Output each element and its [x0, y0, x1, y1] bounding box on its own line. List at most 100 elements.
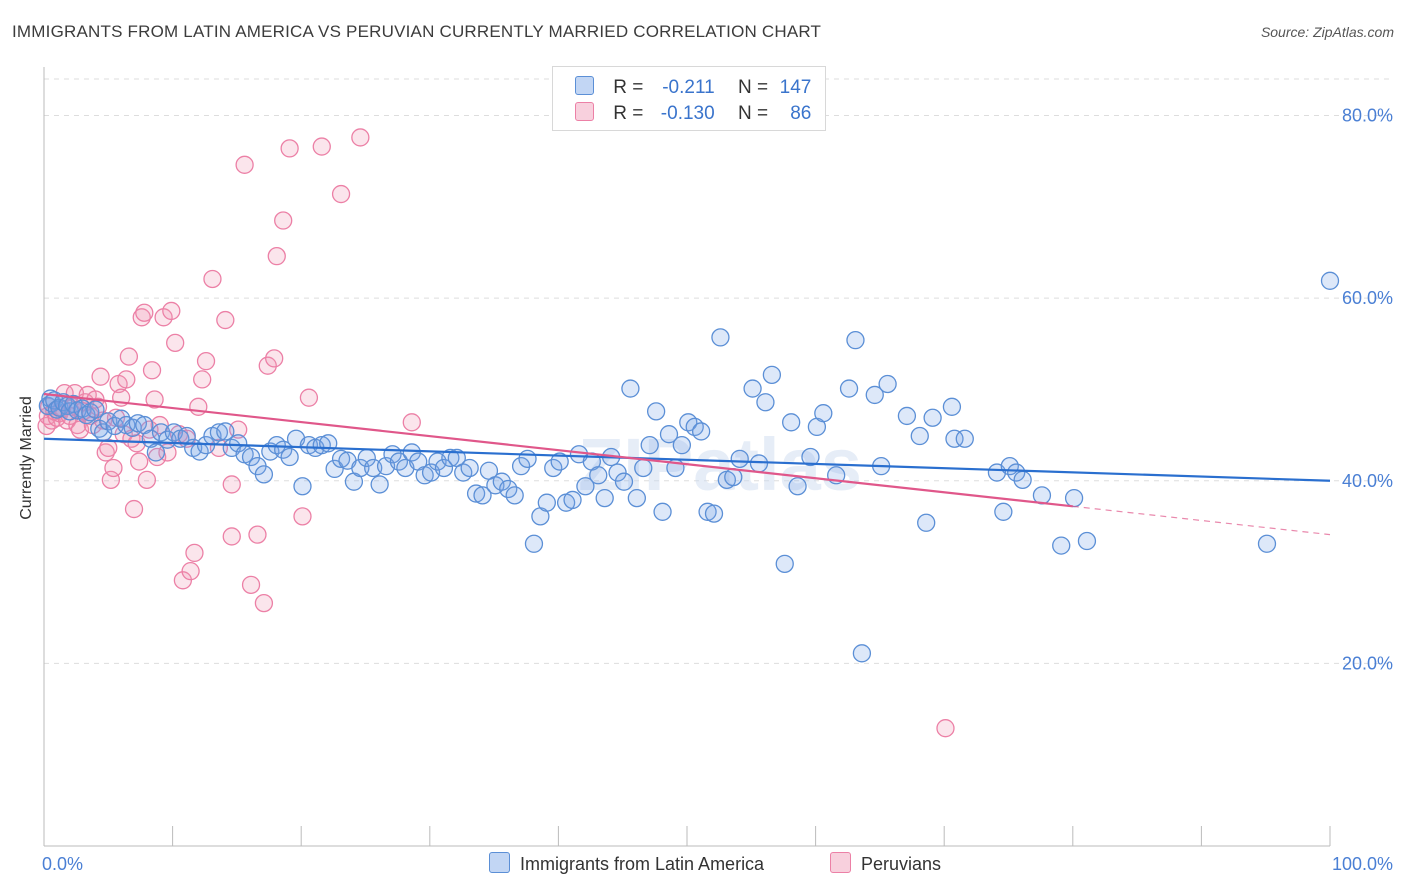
y-tick-label: 80.0% — [1342, 106, 1393, 126]
peruvian-point — [241, 575, 261, 595]
x-tick-label: 0.0% — [42, 854, 83, 874]
peruvian-point — [101, 470, 121, 489]
peruvian-point — [258, 356, 277, 375]
latin-america-point — [865, 385, 884, 405]
source-credit: Source: ZipAtlas.com — [1260, 24, 1394, 40]
peruvian-point — [119, 347, 139, 366]
r-value: -0.211 — [662, 77, 715, 98]
latin-america-trend-line — [43, 437, 1331, 482]
latin-america-point — [852, 644, 872, 663]
latin-america-point — [897, 406, 917, 426]
peruvian-point — [254, 593, 274, 613]
peruvian-point — [248, 525, 267, 544]
peruvian-point — [193, 370, 212, 389]
latin-america-point — [563, 490, 582, 510]
n-value: 86 — [790, 103, 812, 124]
latin-america-point — [923, 408, 942, 427]
peruvian-point — [135, 303, 154, 322]
latin-america-point — [402, 443, 421, 462]
latin-america-point — [128, 414, 148, 433]
latin-america-point — [1077, 531, 1097, 551]
legend-item-latin-america[interactable]: Immigrants from Latin America — [489, 852, 764, 875]
peruvian-point — [104, 458, 123, 478]
latin-america-point — [1007, 463, 1026, 482]
latin-america-point — [955, 429, 974, 448]
latin-america-point — [589, 466, 608, 485]
peruvian-point — [265, 349, 284, 368]
latin-america-point — [704, 504, 724, 523]
latin-america-point — [730, 449, 749, 468]
latin-america-point — [505, 486, 524, 505]
legend-item-peruvians[interactable]: Peruvians — [830, 852, 941, 875]
peruvian-point — [274, 211, 293, 230]
latin-america-point — [782, 413, 801, 432]
peruvian-point — [181, 562, 200, 581]
peruvian-point — [91, 367, 110, 386]
latin-america-point — [775, 554, 794, 574]
latin-america-point — [672, 436, 692, 455]
y-tick-label: 60.0% — [1342, 288, 1393, 308]
peruvian-point — [267, 246, 286, 266]
peruvian-point — [145, 390, 164, 409]
peruvian-point — [216, 310, 235, 330]
latin-america-point — [254, 465, 274, 484]
latin-america-point — [917, 513, 936, 532]
peruvian-point — [196, 351, 216, 371]
latin-america-point — [146, 443, 166, 462]
y-tick-label: 40.0% — [1342, 471, 1393, 491]
latin-america-point — [994, 502, 1013, 521]
latin-america-point — [762, 365, 782, 384]
latin-america-point — [878, 374, 897, 394]
latin-america-point — [460, 458, 479, 478]
peruvians-trend-extension — [1072, 505, 1331, 536]
peruvian-point — [166, 333, 185, 353]
latin-america-point — [646, 402, 666, 421]
n-value: 147 — [779, 77, 812, 98]
blue-swatch-icon — [489, 852, 510, 873]
chart-title: IMMIGRANTS FROM LATIN AMERICA VS PERUVIA… — [12, 22, 822, 41]
latin-america-point — [711, 328, 730, 347]
latin-america-point — [595, 488, 614, 508]
latin-america-point — [1052, 536, 1071, 555]
latin-america-point — [634, 458, 653, 478]
latin-america-point — [351, 458, 370, 478]
latin-america-point — [724, 467, 743, 487]
peruvian-point — [142, 361, 162, 380]
latin-america-point — [576, 477, 595, 496]
peruvian-point — [137, 470, 157, 489]
latin-america-point — [524, 534, 544, 553]
legend-label: Immigrants from Latin America — [520, 854, 765, 874]
latin-america-point — [325, 459, 344, 479]
latin-america-point — [216, 422, 235, 441]
latin-america-point — [86, 400, 105, 419]
latin-america-point — [621, 379, 640, 398]
latin-america-point — [801, 447, 820, 467]
peruvian-point — [936, 719, 955, 738]
latin-america-point — [1320, 271, 1340, 290]
latin-america-point — [280, 447, 299, 467]
pink-swatch-icon — [575, 102, 594, 121]
latin-america-point — [749, 454, 769, 473]
trend-lines — [43, 392, 1331, 536]
peruvian-point — [130, 452, 149, 471]
latin-america-point — [331, 449, 351, 468]
blue-swatch-icon — [575, 76, 594, 95]
latin-america-point — [910, 426, 929, 446]
axes — [43, 67, 1331, 847]
latin-america-point — [518, 449, 537, 468]
latin-america-point — [550, 452, 569, 471]
latin-america-point — [312, 436, 331, 455]
peruvian-point — [402, 413, 421, 432]
peruvian-point — [189, 397, 208, 416]
latin-america-point — [209, 423, 229, 442]
peruvian-point — [235, 155, 254, 174]
r-label: R = — [613, 77, 644, 98]
peruvian-point — [173, 571, 193, 590]
latin-america-point — [945, 429, 964, 448]
x-tick-label: 100.0% — [1332, 854, 1393, 874]
latin-america-point — [846, 330, 865, 350]
latin-america-point — [241, 447, 261, 467]
peruvian-point — [185, 543, 204, 563]
latin-america-point — [640, 436, 659, 455]
